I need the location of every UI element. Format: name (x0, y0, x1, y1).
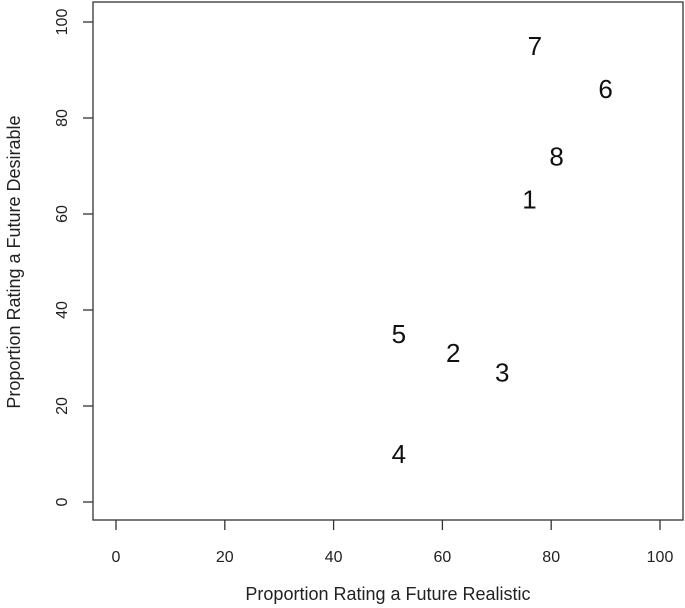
x-axis: 0 20 40 60 80 100 (112, 520, 674, 566)
y-tick-label: 0 (54, 497, 71, 506)
plot-frame (92, 1, 684, 521)
data-point-7: 7 (528, 31, 542, 61)
x-tick-label: 80 (542, 549, 560, 566)
x-tick-label: 0 (112, 549, 121, 566)
data-point-8: 8 (549, 141, 563, 171)
x-axis-label: Proportion Rating a Future Realistic (245, 584, 530, 604)
y-axis: 0 20 40 60 80 100 (54, 9, 93, 506)
data-point-4: 4 (392, 439, 406, 469)
x-tick-label: 40 (325, 549, 343, 566)
y-tick-label: 40 (54, 301, 71, 319)
x-tick-label: 20 (216, 549, 234, 566)
x-tick-label: 100 (647, 549, 674, 566)
x-tick-label: 60 (434, 549, 452, 566)
y-tick-label: 20 (54, 397, 71, 415)
y-tick-label: 100 (54, 9, 71, 36)
y-tick-label: 60 (54, 205, 71, 223)
y-axis-label: Proportion Rating a Future Desirable (4, 115, 24, 408)
data-point-5: 5 (392, 319, 406, 349)
data-points: 1 2 3 4 5 6 7 8 (392, 31, 613, 469)
data-point-3: 3 (495, 357, 509, 387)
y-tick-label: 80 (54, 109, 71, 127)
data-point-6: 6 (598, 74, 612, 104)
data-point-1: 1 (522, 185, 536, 215)
data-point-2: 2 (446, 338, 460, 368)
